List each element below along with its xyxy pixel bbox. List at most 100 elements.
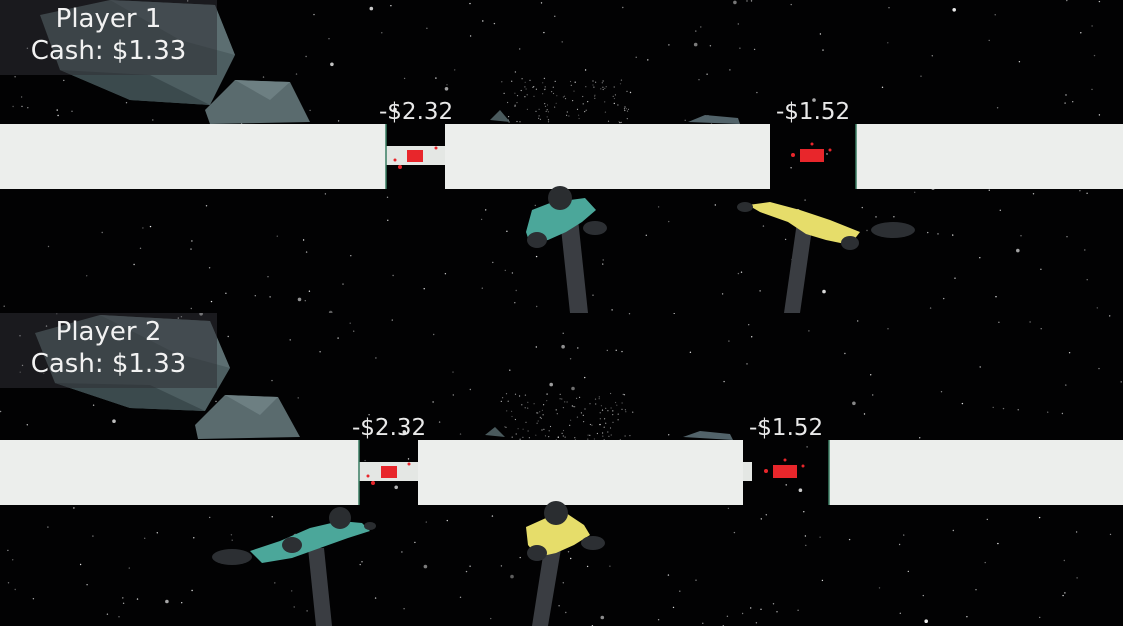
star [118,616,120,618]
star [621,350,623,353]
star [591,424,593,426]
star [765,514,767,516]
star [621,402,623,404]
star [589,434,591,436]
star [604,101,606,103]
star [961,402,964,405]
star [544,86,546,88]
star [507,400,509,402]
star [562,407,565,409]
star [538,108,540,110]
star [819,536,821,538]
star [262,76,265,78]
star [14,588,16,591]
star [695,579,697,581]
star [297,297,302,302]
star [438,421,441,423]
star [465,570,468,573]
star [1063,559,1066,562]
star [557,436,559,438]
star [490,617,492,620]
distant-rocks [490,110,740,124]
star [511,436,513,438]
star [566,401,568,403]
star [506,410,508,412]
star [538,115,540,117]
star [975,589,977,591]
star [751,336,753,338]
star [693,42,698,47]
star [181,602,183,604]
star [526,108,529,110]
star [492,261,494,264]
star [562,429,565,432]
star [534,204,536,207]
star [543,77,546,80]
star [394,485,399,490]
star [516,102,518,104]
star [612,95,614,97]
star [546,109,548,111]
star [620,121,622,123]
star [750,607,752,609]
star [924,619,928,623]
star [605,422,607,424]
star [514,92,516,94]
star [592,80,594,82]
star [893,216,895,218]
star [555,409,557,411]
star [596,432,599,435]
star [577,347,579,349]
star [605,407,607,409]
star [668,44,670,46]
star [576,416,579,418]
star [585,86,587,88]
star [586,565,589,568]
star [790,167,792,169]
star [516,120,518,123]
star [927,231,929,234]
star [625,411,627,413]
star [519,48,521,50]
gap-price-label: -$1.52 [776,99,851,125]
star [208,267,211,269]
star [635,56,637,58]
star [922,594,924,597]
star [750,0,753,2]
star [514,104,516,106]
star [324,193,327,195]
star [952,234,954,236]
star [305,251,308,253]
star [547,119,550,121]
star [313,13,315,16]
star [798,488,803,492]
star [632,411,634,413]
bridge-platform-right [856,124,1123,189]
star [106,613,109,615]
star [593,438,596,440]
star [679,590,681,592]
star [805,544,807,547]
star [700,26,702,28]
star [533,86,535,88]
star [739,47,741,49]
star [570,557,572,560]
star [556,413,558,415]
star [726,615,729,617]
gap-price-label: -$2.32 [379,99,454,125]
star [73,507,75,509]
star [291,590,293,592]
star [1065,94,1067,96]
star [768,430,770,432]
star [872,394,874,396]
star [535,434,537,436]
star [741,612,744,615]
star [552,92,555,95]
star [988,39,990,42]
star [519,121,521,123]
star [297,397,299,399]
star [144,537,146,539]
star [613,97,616,100]
star [561,432,563,434]
star [514,393,517,395]
